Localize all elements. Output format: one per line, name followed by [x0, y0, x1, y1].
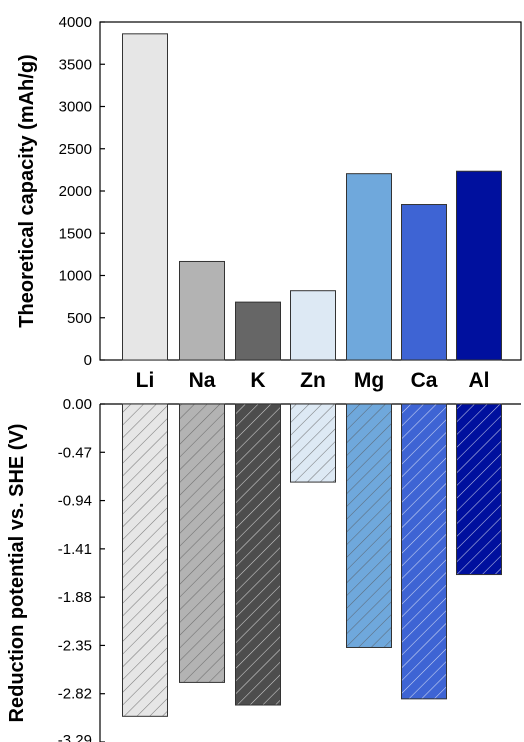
- capacity-y-tick-label: 3500: [59, 56, 92, 73]
- potential-y-tick-label: -3.29: [58, 732, 92, 742]
- capacity-y-tick-label: 2500: [59, 141, 92, 158]
- capacity-bar-mg: [346, 173, 392, 361]
- capacity-bar-zn: [290, 290, 336, 361]
- potential-bar-li: [122, 403, 168, 717]
- capacity-y-tick-label: 3000: [59, 99, 92, 116]
- category-label-k: K: [250, 369, 265, 392]
- potential-y-axis-title: Reduction potential vs. SHE (V): [6, 424, 28, 723]
- category-label-na: Na: [189, 369, 216, 392]
- potential-bar-k: [235, 403, 281, 706]
- potential-y-tick-label: -0.94: [58, 493, 92, 510]
- capacity-bar-al: [456, 170, 502, 361]
- category-label-li: Li: [136, 369, 155, 392]
- capacity-bar-k: [235, 301, 281, 361]
- category-label-mg: Mg: [354, 369, 384, 392]
- capacity-bar-na: [179, 260, 225, 361]
- category-label-ca: Ca: [411, 369, 438, 392]
- potential-y-tick-label: -1.88: [58, 589, 92, 606]
- potential-y-tick-label: -2.82: [58, 686, 92, 703]
- potential-bar-ca: [401, 403, 447, 700]
- potential-y-tick-label: -0.47: [58, 444, 92, 461]
- capacity-y-tick-label: 4000: [59, 14, 92, 31]
- potential-bar-mg: [346, 403, 392, 648]
- potential-y-tick-label: -1.41: [58, 541, 92, 558]
- category-label-al: Al: [469, 369, 490, 392]
- capacity-chart: 0 500 1000 1500 2000 2500 3000 3500 4000 Theoreti…: [16, 14, 522, 392]
- potential-chart: 0.00 -0.47 -0.94 -1.41 -1.88 -2.35 -2.82 -3.29 R…: [6, 396, 521, 742]
- capacity-y-tick-label: 500: [67, 310, 92, 327]
- capacity-y-axis-title: Theoretical capacity (mAh/g): [16, 54, 38, 327]
- capacity-y-tick-label: 1000: [59, 268, 92, 285]
- category-label-zn: Zn: [300, 369, 326, 392]
- capacity-bar-li: [122, 33, 168, 361]
- capacity-bar-ca: [401, 204, 447, 361]
- potential-bar-al: [456, 403, 502, 576]
- potential-bar-na: [179, 403, 225, 683]
- capacity-y-tick-label: 2000: [59, 183, 92, 200]
- potential-y-tick-label: -2.35: [58, 637, 92, 654]
- capacity-y-tick-label: 1500: [59, 225, 92, 242]
- capacity-y-tick-label: 0: [84, 352, 92, 369]
- potential-y-tick-label: 0.00: [63, 396, 92, 413]
- potential-bar-zn: [290, 403, 336, 483]
